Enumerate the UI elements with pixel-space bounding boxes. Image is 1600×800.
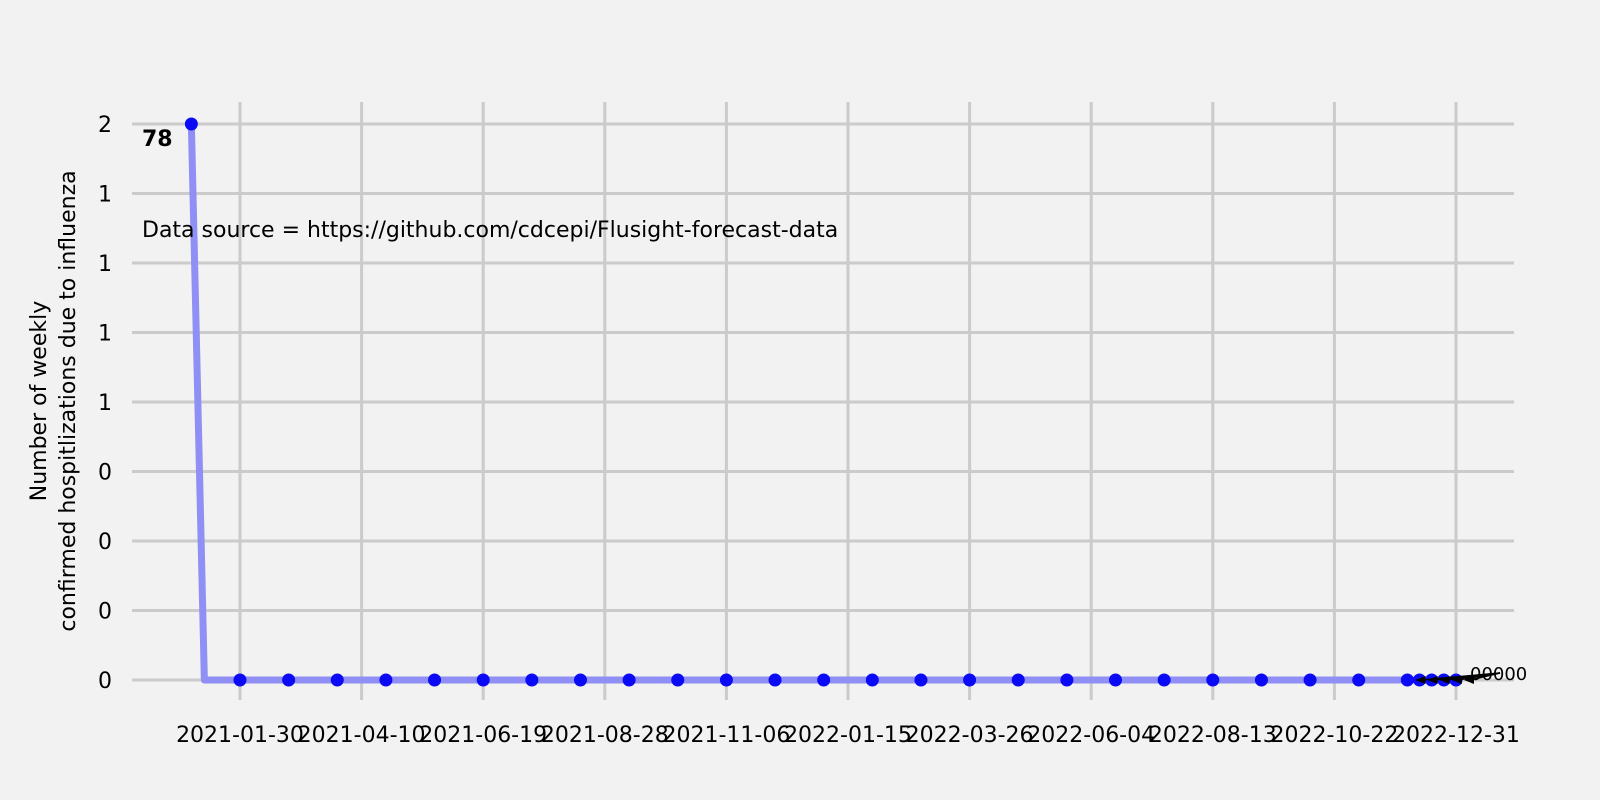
y-axis-ticks: 0 0 0 0 1 1 1 1 2 [98, 113, 112, 694]
data-point [330, 673, 344, 687]
y-tick-label: 0 [98, 461, 112, 486]
x-tick-label: 2021-06-19 [419, 723, 547, 748]
y-tick-label: 0 [98, 600, 112, 625]
data-point [282, 673, 296, 687]
data-point [1352, 673, 1366, 687]
x-tick-label: 2022-10-22 [1270, 723, 1398, 748]
data-point [719, 673, 733, 687]
y-tick-label: 1 [98, 391, 112, 416]
data-point [1060, 673, 1074, 687]
y-tick-label: 0 [98, 530, 112, 555]
x-axis-ticks: 2021-01-302021-04-102021-06-192021-08-28… [176, 723, 1520, 748]
data-point [525, 673, 539, 687]
y-tick-label: 2 [98, 113, 112, 138]
data-point [1011, 673, 1025, 687]
data-point [184, 117, 198, 131]
data-point [573, 673, 587, 687]
x-tick-label: 2021-04-10 [298, 723, 426, 748]
annotation-arrow [1469, 672, 1501, 681]
grid [132, 102, 1514, 700]
y-tick-label: 0 [98, 669, 112, 694]
data-point [428, 673, 442, 687]
data-point [622, 673, 636, 687]
x-tick-label: 2022-01-15 [784, 723, 912, 748]
peak-value-label: 78 [142, 127, 173, 152]
data-point [1109, 673, 1123, 687]
data-point [817, 673, 831, 687]
annotation-arrowhead [1451, 676, 1462, 684]
x-tick-label: 2022-12-31 [1392, 723, 1520, 748]
series-line [187, 123, 1456, 684]
x-tick-label: 2022-08-13 [1149, 723, 1277, 748]
data-point [1157, 673, 1171, 687]
x-tick-label: 2021-01-30 [176, 723, 304, 748]
x-tick-label: 2021-11-06 [662, 723, 790, 748]
y-axis-label-line-1: Number of weekly [27, 301, 52, 502]
y-tick-label: 1 [98, 322, 112, 347]
annotation-arrowhead [1439, 676, 1450, 684]
data-point [476, 673, 490, 687]
data-point [1400, 673, 1414, 687]
x-tick-label: 2021-08-28 [541, 723, 669, 748]
data-point [379, 673, 393, 687]
data-point [1303, 673, 1317, 687]
data-point [1206, 673, 1220, 687]
data-point [671, 673, 685, 687]
series-line-layer [187, 123, 1456, 684]
y-tick-label: 1 [98, 252, 112, 277]
end-annotation-arrows [1415, 672, 1501, 684]
data-point [233, 673, 247, 687]
end-value-label: 00000 [1470, 664, 1527, 685]
data-point [963, 673, 977, 687]
data-point [768, 673, 782, 687]
annotation-arrowhead [1427, 676, 1438, 684]
data-point [914, 673, 928, 687]
data-source-annotation: Data source = https://github.com/cdcepi/… [142, 218, 838, 243]
annotation-arrowhead [1464, 676, 1474, 684]
annotation-arrowhead [1415, 676, 1426, 684]
y-axis-label-line-2: confirmed hospitlizations due to influen… [56, 170, 81, 631]
data-point [865, 673, 879, 687]
x-tick-label: 2022-03-26 [906, 723, 1034, 748]
data-point [1254, 673, 1268, 687]
y-tick-label: 1 [98, 183, 112, 208]
x-tick-label: 2022-06-04 [1027, 723, 1155, 748]
